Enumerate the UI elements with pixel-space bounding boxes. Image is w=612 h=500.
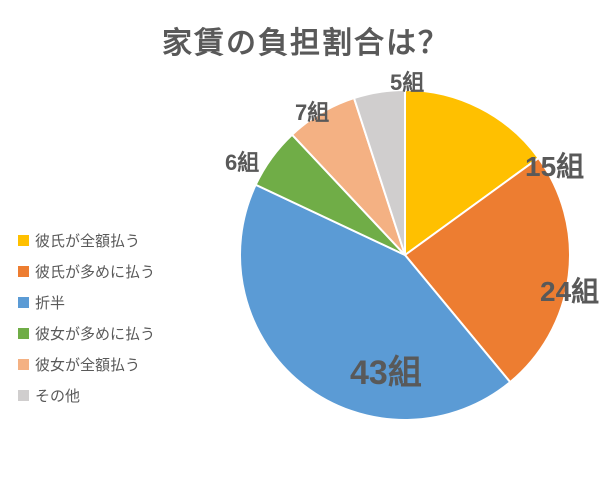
- legend-item: 折半: [18, 292, 155, 313]
- slice-label: 15組: [525, 145, 584, 185]
- slice-label: 5組: [390, 65, 424, 97]
- legend-swatch: [18, 328, 29, 339]
- slice-label: 43組: [350, 345, 422, 394]
- pie-chart: 15組24組43組6組7組5組: [240, 90, 570, 420]
- legend-item: その他: [18, 385, 155, 406]
- legend-item: 彼氏が多めに払う: [18, 261, 155, 282]
- chart-title: 家賃の負担割合は？: [0, 18, 612, 62]
- legend-swatch: [18, 390, 29, 401]
- legend-swatch: [18, 359, 29, 370]
- slice-label: 7組: [295, 95, 329, 127]
- legend-item: 彼女が全額払う: [18, 354, 155, 375]
- legend-swatch: [18, 297, 29, 308]
- legend-swatch: [18, 266, 29, 277]
- legend-label: 彼氏が全額払う: [35, 230, 140, 251]
- legend-swatch: [18, 235, 29, 246]
- legend-item: 彼氏が全額払う: [18, 230, 155, 251]
- legend-label: 彼女が多めに払う: [35, 323, 155, 344]
- legend-label: その他: [35, 385, 80, 406]
- slice-label: 24組: [540, 270, 599, 310]
- legend-label: 折半: [35, 292, 65, 313]
- legend-item: 彼女が多めに払う: [18, 323, 155, 344]
- legend: 彼氏が全額払う彼氏が多めに払う折半彼女が多めに払う彼女が全額払うその他: [18, 230, 155, 416]
- legend-label: 彼女が全額払う: [35, 354, 140, 375]
- legend-label: 彼氏が多めに払う: [35, 261, 155, 282]
- slice-label: 6組: [225, 145, 259, 177]
